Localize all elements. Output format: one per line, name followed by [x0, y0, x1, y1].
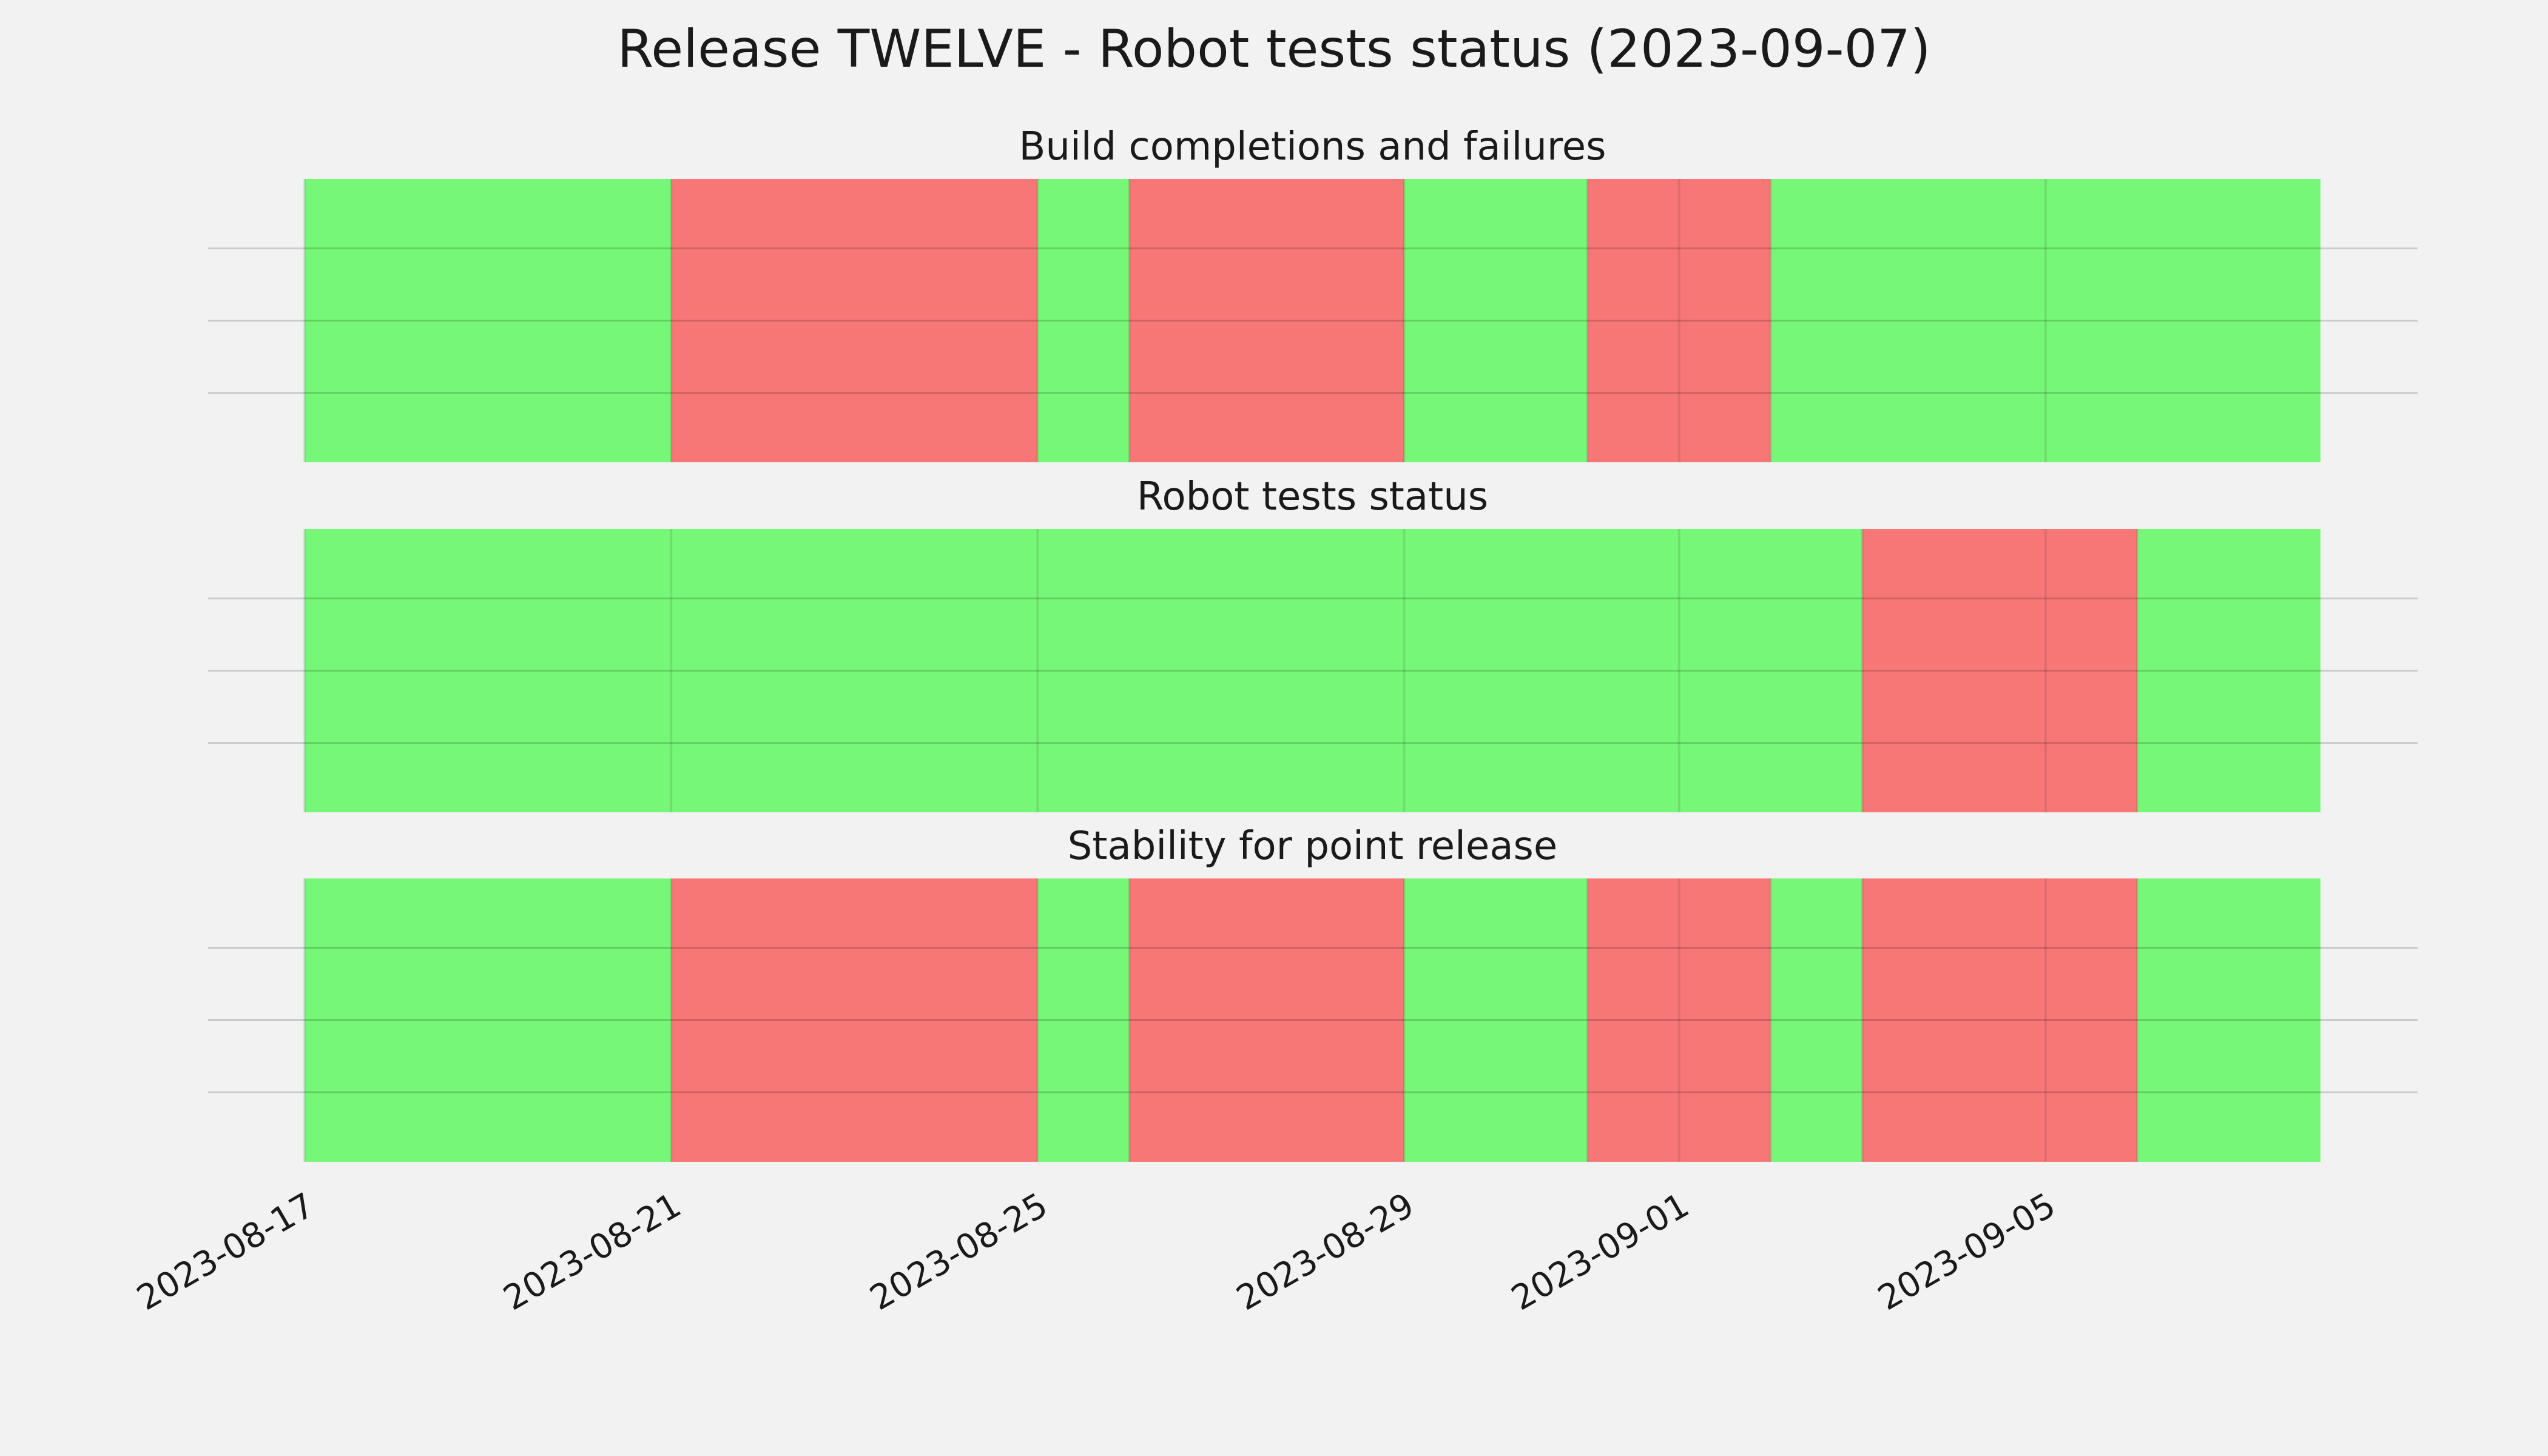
segment-success — [1404, 878, 1588, 1162]
segment-failure — [671, 878, 1038, 1162]
segment-success — [1037, 179, 1130, 462]
segment-success — [1770, 878, 1862, 1162]
panel-title: Stability for point release — [1068, 824, 1558, 869]
panels-group: Build completions and failures Robot test… — [208, 124, 2418, 1162]
panel-2: Robot tests status — [208, 474, 2418, 812]
segment-success — [2137, 529, 2320, 812]
segment-failure — [671, 179, 1038, 462]
segment-success — [1770, 179, 2320, 462]
segment-success — [305, 529, 1862, 812]
panel-title: Build completions and failures — [1019, 124, 1606, 169]
chart-title: Release TWELVE - Robot tests status (202… — [617, 19, 1930, 79]
segment-success — [1037, 878, 1130, 1162]
segment-success — [305, 878, 672, 1162]
segment-failure — [1587, 179, 1771, 462]
panel-1: Build completions and failures — [208, 124, 2418, 462]
panel-3: Stability for point release — [208, 824, 2418, 1162]
segment-success — [305, 179, 672, 462]
segment-failure — [1129, 878, 1404, 1162]
segment-failure — [1587, 878, 1771, 1162]
segment-success — [2137, 878, 2320, 1162]
segment-failure — [1862, 529, 2137, 812]
segment-failure — [1862, 878, 2137, 1162]
segment-success — [1404, 179, 1588, 462]
segment-failure — [1129, 179, 1404, 462]
panel-title: Robot tests status — [1137, 474, 1488, 519]
